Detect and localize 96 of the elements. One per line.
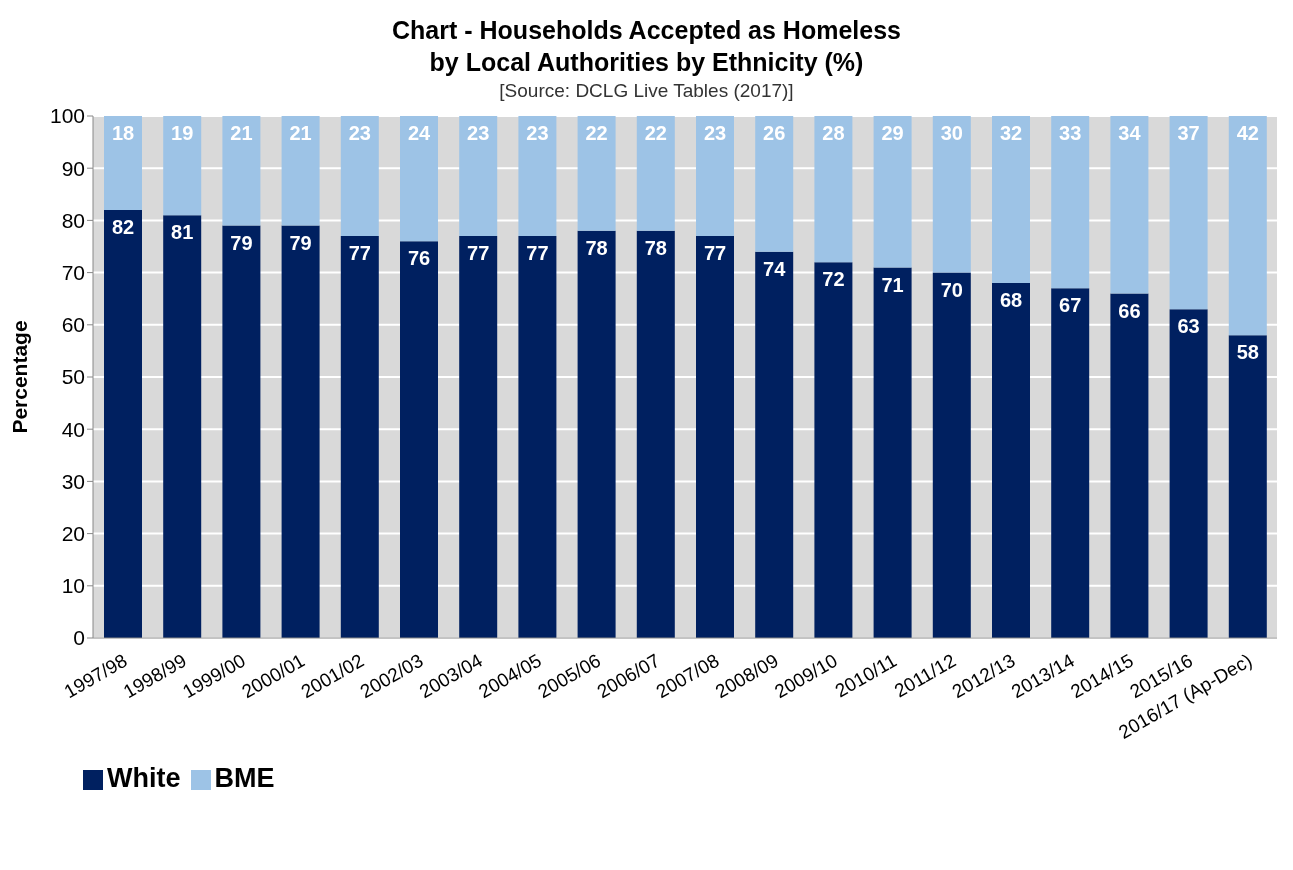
bar	[814, 262, 853, 638]
bar	[340, 236, 379, 638]
bar	[518, 116, 557, 237]
data-label: 77	[348, 242, 371, 265]
bar	[1051, 288, 1090, 638]
bar	[992, 116, 1030, 284]
y-tick-label: 20	[61, 522, 85, 546]
data-label: 71	[881, 273, 904, 296]
data-label: 77	[703, 242, 727, 265]
data-label: 23	[703, 122, 727, 145]
y-tick-label: 50	[61, 365, 85, 389]
data-label: 42	[1236, 122, 1259, 145]
bar	[163, 116, 202, 216]
y-tick-label: 40	[61, 417, 85, 441]
data-label: 29	[881, 122, 904, 145]
data-label: 22	[644, 122, 667, 145]
data-label: 26	[763, 122, 786, 145]
bar	[400, 241, 438, 638]
data-label: 77	[467, 242, 490, 265]
bar	[1169, 309, 1208, 638]
y-tick-label: 90	[61, 156, 85, 180]
bar	[1110, 293, 1149, 638]
bar	[1228, 116, 1267, 336]
legend-label: BME	[214, 763, 275, 793]
bar	[873, 116, 912, 268]
bar	[459, 116, 498, 237]
data-label: 23	[348, 122, 371, 145]
data-label: 74	[763, 257, 787, 280]
data-label: 58	[1236, 341, 1259, 364]
bar	[104, 209, 142, 638]
bar	[696, 116, 734, 237]
y-tick-label: 30	[61, 469, 85, 493]
data-label: 23	[526, 122, 549, 145]
bar	[518, 236, 557, 638]
bar	[1110, 116, 1149, 294]
data-label: 68	[999, 289, 1023, 312]
data-label: 22	[585, 122, 608, 145]
chart-title: Chart - Households Accepted as Homeless by Local Authorities by Ethnicity (%)	[391, 15, 902, 78]
data-label: 28	[822, 122, 845, 145]
y-tick-label: 80	[61, 208, 85, 232]
bar	[992, 283, 1030, 638]
data-label: 81	[171, 221, 194, 244]
y-axis-title: Percentage	[8, 320, 32, 434]
bar	[1228, 335, 1267, 638]
data-label: 79	[289, 231, 312, 254]
data-label: 76	[407, 247, 431, 270]
y-tick-label: 10	[61, 574, 85, 598]
bar	[932, 272, 971, 638]
bar	[636, 230, 675, 638]
data-label: 21	[289, 122, 312, 145]
bar	[1051, 116, 1090, 289]
data-label: 24	[407, 122, 431, 145]
data-label: 78	[644, 237, 667, 260]
text: [Source: DCLG Live Tables (2017)]	[498, 79, 795, 103]
data-label: 78	[585, 237, 608, 260]
bar	[340, 116, 379, 237]
data-label: 67	[1059, 294, 1082, 317]
bar	[577, 230, 616, 638]
bar	[814, 116, 853, 263]
data-label: 72	[822, 268, 845, 291]
bar	[281, 225, 320, 638]
bar	[281, 116, 320, 226]
bar	[104, 116, 142, 210]
data-label: 32	[999, 122, 1023, 145]
data-label: 23	[467, 122, 490, 145]
data-label: 79	[230, 231, 253, 254]
data-label: 30	[940, 122, 963, 145]
bar	[163, 215, 202, 638]
y-tick-label: 100	[49, 104, 85, 128]
bar	[1169, 116, 1208, 310]
bar	[459, 236, 498, 638]
data-label: 33	[1059, 122, 1082, 145]
data-label: 37	[1177, 122, 1200, 145]
y-tick-label: 70	[61, 261, 85, 285]
bar	[755, 251, 794, 638]
data-label: 82	[111, 216, 135, 239]
bar	[222, 116, 261, 226]
bar	[873, 267, 912, 638]
bar	[755, 116, 794, 252]
data-label: 77	[526, 242, 549, 265]
bar	[577, 116, 616, 231]
y-tick-label: 0	[73, 626, 85, 650]
bar	[400, 116, 438, 242]
data-label: 34	[1118, 122, 1142, 145]
bar	[636, 116, 675, 231]
data-label: 70	[940, 278, 963, 301]
bar	[696, 236, 734, 638]
data-label: 66	[1118, 299, 1141, 322]
data-label: 19	[171, 122, 194, 145]
legend-label: White	[107, 763, 181, 793]
y-tick-label: 60	[61, 313, 85, 337]
data-label: 63	[1177, 315, 1200, 338]
data-label: 21	[230, 122, 253, 145]
bar	[932, 116, 971, 273]
bar	[222, 225, 261, 638]
data-label: 18	[111, 122, 135, 145]
